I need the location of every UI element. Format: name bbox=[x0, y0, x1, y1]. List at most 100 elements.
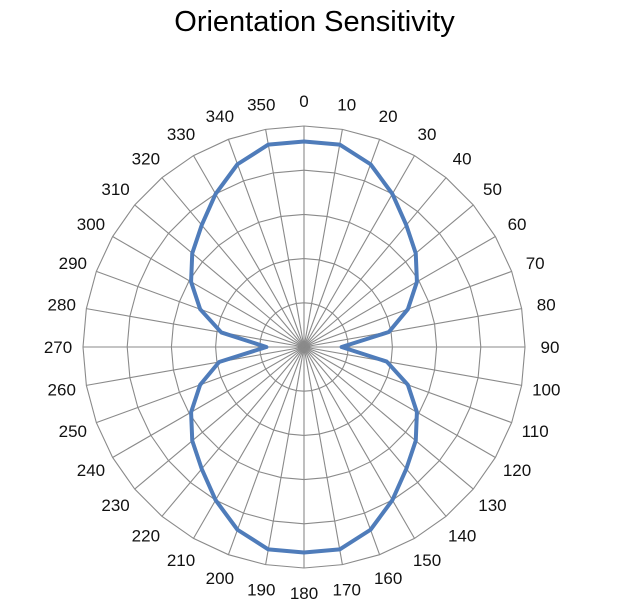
angle-tick-label-90: 90 bbox=[541, 338, 560, 357]
angle-tick-label-150: 150 bbox=[413, 551, 441, 570]
grid-spoke-80 bbox=[303, 308, 522, 348]
data-point-270 bbox=[265, 346, 267, 348]
grid-spoke-100 bbox=[303, 346, 522, 386]
grid-spoke-350 bbox=[265, 129, 305, 348]
data-point-200 bbox=[236, 529, 238, 531]
data-point-300 bbox=[190, 281, 192, 283]
data-point-110 bbox=[407, 384, 409, 386]
angle-tick-label-350: 350 bbox=[247, 96, 275, 115]
data-point-190 bbox=[267, 548, 269, 550]
data-point-180 bbox=[303, 552, 305, 554]
data-point-320 bbox=[201, 224, 203, 226]
angle-tick-label-40: 40 bbox=[453, 150, 472, 169]
data-point-20 bbox=[370, 163, 372, 165]
chart-title: Orientation Sensitivity bbox=[174, 6, 455, 38]
data-point-130 bbox=[415, 440, 417, 442]
grid-spoke-50 bbox=[303, 204, 474, 348]
grid-spoke-200 bbox=[227, 346, 305, 555]
angle-tick-label-240: 240 bbox=[77, 461, 105, 480]
grid-spoke-170 bbox=[303, 346, 343, 565]
grid-spoke-60 bbox=[303, 236, 496, 348]
angle-tick-label-340: 340 bbox=[206, 107, 234, 126]
grid-spoke-120 bbox=[303, 346, 496, 458]
angle-tick-label-100: 100 bbox=[532, 381, 560, 400]
angle-tick-label-70: 70 bbox=[526, 254, 545, 273]
angle-tick-label-80: 80 bbox=[537, 295, 556, 314]
angle-tick-label-30: 30 bbox=[418, 125, 437, 144]
data-point-290 bbox=[199, 308, 201, 310]
grid-spoke-130 bbox=[303, 346, 474, 490]
angle-tick-label-160: 160 bbox=[374, 569, 402, 588]
grid-spoke-240 bbox=[112, 346, 305, 458]
grid-spoke-300 bbox=[112, 236, 305, 348]
data-point-330 bbox=[215, 193, 217, 195]
grid-spoke-260 bbox=[86, 346, 305, 386]
data-point-210 bbox=[215, 499, 217, 501]
angle-tick-label-260: 260 bbox=[48, 381, 76, 400]
grid-spoke-10 bbox=[303, 129, 343, 348]
angle-tick-label-50: 50 bbox=[483, 180, 502, 199]
angle-tick-label-280: 280 bbox=[48, 295, 76, 314]
grid-spoke-330 bbox=[193, 155, 305, 348]
angle-tick-label-20: 20 bbox=[379, 107, 398, 126]
data-point-90 bbox=[341, 346, 343, 348]
grid-spoke-320 bbox=[161, 177, 305, 348]
grid-spoke-150 bbox=[303, 346, 415, 539]
data-point-220 bbox=[201, 468, 203, 470]
angle-tick-label-0: 0 bbox=[299, 92, 308, 111]
angle-tick-label-330: 330 bbox=[167, 125, 195, 144]
data-point-230 bbox=[191, 440, 193, 442]
grid-spoke-340 bbox=[227, 139, 305, 348]
data-point-340 bbox=[236, 163, 238, 165]
angle-tick-label-60: 60 bbox=[508, 215, 527, 234]
data-point-60 bbox=[416, 281, 418, 283]
data-point-70 bbox=[407, 308, 409, 310]
angle-tick-label-270: 270 bbox=[44, 338, 72, 357]
angle-tick-label-290: 290 bbox=[59, 254, 87, 273]
angle-tick-label-120: 120 bbox=[503, 461, 531, 480]
data-point-250 bbox=[199, 384, 201, 386]
grid-spoke-230 bbox=[134, 346, 305, 490]
data-point-140 bbox=[405, 468, 407, 470]
grid-spoke-310 bbox=[134, 204, 305, 348]
angle-tick-label-180: 180 bbox=[290, 584, 318, 603]
data-point-170 bbox=[339, 548, 341, 550]
angle-tick-label-320: 320 bbox=[132, 150, 160, 169]
data-point-160 bbox=[370, 529, 372, 531]
grid-spoke-160 bbox=[303, 346, 381, 555]
angle-tick-label-110: 110 bbox=[522, 422, 549, 441]
data-point-80 bbox=[388, 331, 390, 333]
data-point-150 bbox=[391, 499, 393, 501]
angle-tick-label-10: 10 bbox=[337, 96, 356, 115]
grid-spoke-20 bbox=[303, 139, 381, 348]
angle-tick-label-220: 220 bbox=[132, 526, 160, 545]
data-point-240 bbox=[190, 411, 192, 413]
data-point-310 bbox=[191, 252, 193, 254]
grid-spoke-220 bbox=[161, 346, 305, 517]
data-point-10 bbox=[339, 144, 341, 146]
angle-tick-label-140: 140 bbox=[448, 526, 476, 545]
data-point-40 bbox=[405, 224, 407, 226]
data-point-260 bbox=[218, 361, 220, 363]
angle-tick-label-250: 250 bbox=[59, 422, 87, 441]
grid-spoke-140 bbox=[303, 346, 447, 517]
data-point-120 bbox=[416, 411, 418, 413]
grid-spoke-30 bbox=[303, 155, 415, 348]
grid-spoke-280 bbox=[86, 308, 305, 348]
data-point-30 bbox=[391, 193, 393, 195]
angle-tick-label-310: 310 bbox=[101, 180, 129, 199]
data-point-50 bbox=[415, 252, 417, 254]
data-point-0 bbox=[303, 140, 305, 142]
angle-tick-label-300: 300 bbox=[77, 215, 105, 234]
grid-spoke-190 bbox=[265, 346, 305, 565]
data-point-100 bbox=[386, 361, 388, 363]
data-point-280 bbox=[220, 331, 222, 333]
angle-tick-label-170: 170 bbox=[333, 580, 361, 599]
data-point-350 bbox=[267, 144, 269, 146]
angle-tick-label-230: 230 bbox=[101, 496, 129, 515]
grid-spoke-40 bbox=[303, 177, 447, 348]
angle-tick-label-190: 190 bbox=[247, 580, 275, 599]
angle-tick-label-130: 130 bbox=[478, 496, 506, 515]
